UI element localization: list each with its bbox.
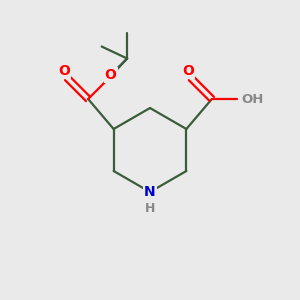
Text: OH: OH (242, 92, 264, 106)
Text: O: O (58, 64, 70, 77)
Text: H: H (145, 202, 155, 215)
Text: O: O (182, 64, 194, 77)
Text: N: N (144, 185, 156, 199)
Text: O: O (105, 68, 117, 82)
